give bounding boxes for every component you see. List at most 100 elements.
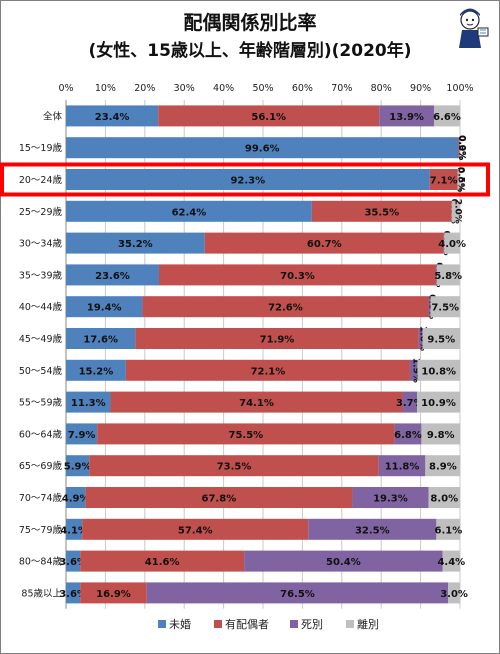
category-label: 35～39歳 <box>19 269 63 281</box>
bar-segment <box>425 455 461 477</box>
data-label: 7.5% <box>431 303 459 314</box>
data-label: 10.9% <box>421 398 456 409</box>
data-label: 23.4% <box>95 112 130 123</box>
category-label: 75～79歳 <box>19 524 63 536</box>
category-label: 30～34歳 <box>19 238 63 250</box>
data-label: 4.1% <box>60 525 88 536</box>
data-label: 8.0% <box>430 494 458 505</box>
data-label: 15.2% <box>79 366 114 377</box>
category-label: 15～19歳 <box>19 142 63 154</box>
data-label: 71.9% <box>260 335 295 346</box>
data-label: 57.4% <box>178 525 213 536</box>
legend-swatch <box>346 620 354 628</box>
data-label: 16.9% <box>96 589 131 600</box>
data-label: 3.6% <box>59 557 87 568</box>
bar-segment <box>444 232 460 254</box>
x-tick-label: 70% <box>331 83 352 94</box>
data-label: 3.6% <box>59 589 87 600</box>
data-label: 17.6% <box>83 335 118 346</box>
data-label: 62.4% <box>172 207 207 218</box>
data-label: 3.0% <box>440 589 468 600</box>
bar-segment <box>244 550 443 572</box>
bar-segment <box>66 391 111 413</box>
data-label: 9.5% <box>427 335 455 346</box>
data-label-small: 2.0% <box>453 199 463 224</box>
data-label: 56.1% <box>251 112 286 123</box>
bar-segment <box>146 582 449 604</box>
data-label: 67.8% <box>202 494 237 505</box>
bar-segment <box>308 518 437 540</box>
data-label: 19.4% <box>87 303 122 314</box>
category-label: 40～44歳 <box>19 301 63 313</box>
category-label: 55～59歳 <box>19 397 63 409</box>
bar-segment <box>80 582 147 604</box>
bar-segment <box>66 264 159 286</box>
category-label: 全体 <box>43 110 63 122</box>
data-label: 60.7% <box>307 239 342 250</box>
data-label: 6.1% <box>435 525 463 536</box>
bar-segment <box>66 359 126 381</box>
data-label: 32.5% <box>355 525 390 536</box>
bar-segment <box>82 518 309 540</box>
data-label: 13.9% <box>389 112 424 123</box>
legend-swatch <box>290 620 298 628</box>
bar-segment <box>66 296 143 318</box>
x-tick-label: 0% <box>58 83 73 94</box>
data-label: 9.8% <box>427 430 455 441</box>
data-label: 72.1% <box>251 366 286 377</box>
bar-segment <box>135 328 419 349</box>
bar-segment <box>428 487 460 508</box>
legend-label: 有配偶者 <box>225 617 269 631</box>
bar-segment <box>110 391 403 413</box>
data-label: 11.3% <box>71 398 106 409</box>
data-label: 7.1% <box>430 176 458 187</box>
category-label: 50～54歳 <box>19 365 63 377</box>
bar-segment <box>422 328 460 349</box>
category-label: 45～49歳 <box>19 333 63 345</box>
data-label: 10.8% <box>421 366 456 377</box>
data-label: 74.1% <box>239 398 274 409</box>
data-label: 23.6% <box>95 271 130 282</box>
category-label: 60～64歳 <box>19 428 63 440</box>
bar-segment <box>66 582 81 604</box>
bar-segment <box>417 359 460 381</box>
data-label: 35.5% <box>364 207 399 218</box>
data-label: 3.7% <box>396 398 424 409</box>
data-label: 5.8% <box>434 271 462 282</box>
bar-segment <box>66 328 136 349</box>
bar-segment <box>352 487 429 508</box>
data-label-small: 0.5% <box>456 167 466 192</box>
category-label: 20～24歳 <box>19 174 63 186</box>
bar-segment <box>433 105 460 127</box>
bar-segment <box>66 455 90 477</box>
bar-segment <box>402 391 418 413</box>
bar-segment <box>418 328 423 349</box>
x-tick-label: 30% <box>174 83 195 94</box>
data-label-small: 0.0% <box>457 135 467 160</box>
data-label: 75.5% <box>229 430 264 441</box>
x-tick-label: 90% <box>410 83 431 94</box>
data-label: 70.3% <box>280 271 315 282</box>
legend-swatch <box>214 620 222 628</box>
legend-label: 未婚 <box>169 617 191 631</box>
bar-segment <box>379 105 434 127</box>
data-label-small: 0.0% <box>455 167 465 192</box>
bar-segment <box>85 487 353 508</box>
category-label: 70～74歳 <box>19 492 63 504</box>
data-label-small: 0.0% <box>457 135 467 160</box>
data-label: 76.5% <box>280 589 315 600</box>
bar-segment <box>458 137 460 159</box>
bar-segment <box>66 423 98 445</box>
bar-segment <box>66 105 159 127</box>
bar-segment <box>80 550 245 572</box>
legend-swatch <box>158 620 166 628</box>
chart-title: 配偶関係別比率 <box>183 12 317 34</box>
x-tick-label: 40% <box>213 83 234 94</box>
data-label: 6.6% <box>433 112 461 123</box>
bar-segment <box>417 391 460 413</box>
bar-segment <box>66 200 312 222</box>
category-label: 80～84歳 <box>19 556 63 568</box>
highlight-box <box>0 162 490 197</box>
data-label-small: 1.9% <box>411 358 421 383</box>
